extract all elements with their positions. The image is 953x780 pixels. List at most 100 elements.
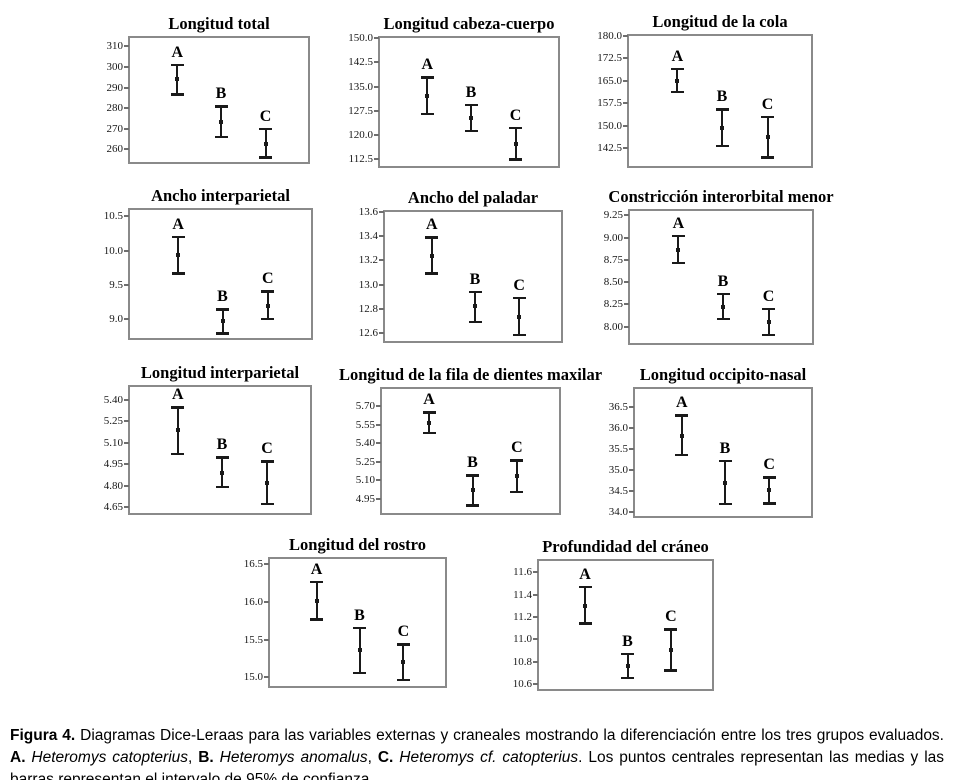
error-bar-cap-bottom	[171, 452, 185, 456]
y-tick-label: 13.2	[358, 254, 378, 267]
error-bar-cap-bottom	[215, 485, 229, 488]
y-tick-label: 9.5	[109, 278, 123, 291]
y-tick-mark	[624, 303, 629, 306]
y-tick-label: 4.65	[103, 501, 123, 513]
y-tick-label: 5.10	[103, 436, 123, 449]
plot-11: Profundidad del cráneo 11.6 11.4 11.2 11.0 10…	[513, 538, 714, 691]
error-bar-cap-bottom	[675, 453, 689, 457]
error-bar-cap-bottom	[214, 135, 228, 139]
y-tick-label: 165.0	[597, 74, 622, 87]
caption-segment: Heteromys anomalus	[219, 748, 368, 766]
caption-segment: ,	[367, 748, 378, 766]
group-label: A	[310, 560, 323, 578]
y-tick-label: 13.6	[358, 206, 378, 218]
y-tick-label: 16.5	[243, 558, 263, 571]
error-bar-cap-bottom	[664, 669, 678, 672]
y-tick-mark	[124, 506, 129, 508]
group-label: C	[762, 287, 775, 305]
y-tick-label: 35.0	[608, 464, 628, 477]
group-label: B	[215, 85, 227, 103]
y-tick-label: 10.0	[103, 244, 123, 257]
y-tick-label: 270	[106, 122, 124, 135]
error-bar-cap-top	[468, 290, 482, 294]
plot-5: Ancho del paladar 13.6 13.4 13.2 13.0 12.8 12.…	[359, 189, 563, 343]
caption-segment: A.	[10, 748, 26, 766]
error-bar-cap-bottom	[762, 333, 776, 337]
mean-marker	[668, 648, 673, 653]
error-bar-cap-bottom	[259, 156, 273, 159]
y-tick-mark	[379, 259, 384, 262]
mean-marker	[427, 421, 432, 426]
y-tick-mark	[124, 148, 129, 151]
error-bar-cap-bottom	[396, 678, 410, 682]
error-bar-cap-bottom	[578, 622, 592, 625]
error-bar-cap-bottom	[353, 671, 366, 675]
y-tick-mark	[623, 124, 628, 127]
group-label: C	[513, 276, 525, 294]
y-tick-mark	[629, 427, 634, 430]
group-label: B	[465, 83, 477, 101]
error-bar-cap-top	[396, 643, 410, 646]
plot-title: Longitud de la fila de dientes maxilar	[338, 365, 603, 384]
error-bar-cap-top	[171, 406, 185, 409]
y-tick-mark	[533, 638, 538, 641]
group-label: C	[259, 107, 272, 125]
error-bar-cap-top	[512, 296, 526, 300]
mean-marker	[765, 135, 770, 140]
y-tick-label: 290	[106, 81, 124, 94]
y-tick-label: 10.6	[512, 678, 532, 691]
error-bar-cap-bottom	[422, 431, 436, 435]
y-tick-label: 11.2	[513, 610, 532, 623]
error-bar-cap-top	[215, 456, 229, 459]
y-tick-mark	[629, 511, 634, 514]
error-bar-cap-top	[715, 108, 729, 111]
y-tick-mark	[376, 405, 381, 408]
error-bar-cap-top	[260, 460, 274, 463]
group-label: B	[469, 270, 481, 288]
mean-marker	[514, 474, 519, 479]
caption-segment: ,	[188, 748, 199, 766]
y-tick-mark	[124, 107, 129, 110]
error-bar-cap-bottom	[216, 332, 229, 335]
y-tick-label: 310	[106, 40, 124, 53]
group-label: C	[665, 608, 677, 626]
error-bar-cap-top	[214, 105, 228, 108]
error-bar-cap-top	[466, 474, 479, 477]
error-bar-cap-top	[664, 628, 678, 631]
plot-3: Longitud de la cola 180.0 172.5 165.0 157.5 1…	[597, 13, 813, 168]
y-tick-label: 8.75	[603, 253, 623, 266]
y-tick-label: 34.5	[608, 485, 628, 498]
group-label: C	[397, 623, 410, 641]
figure-caption: Figura 4. Diagramas Dice-Leraas para las…	[10, 725, 944, 780]
caption-segment: . Los puntos centrales representan las m…	[10, 748, 945, 780]
group-label: A	[676, 394, 688, 412]
y-tick-mark	[629, 406, 634, 409]
plot-7: Longitud interparietal 5.40 5.25 5.10 4.95 4.…	[104, 364, 312, 515]
plot-8: Longitud de la fila de dientes maxilar 5.…	[339, 366, 602, 515]
caption-segment: Heteromys cf. catopterius	[399, 748, 579, 766]
error-bar-cap-top	[761, 115, 775, 119]
y-tick-mark	[379, 211, 384, 213]
group-label: C	[511, 439, 523, 457]
y-tick-mark	[264, 676, 269, 679]
error-bar-cap-top	[716, 292, 730, 296]
y-tick-label: 260	[106, 143, 124, 156]
caption-segment: Heteromys catopterius	[31, 748, 189, 766]
error-bar-cap-bottom	[260, 502, 274, 506]
y-tick-mark	[376, 479, 381, 482]
plot-title: Longitud total	[168, 14, 270, 33]
error-bar-cap-bottom	[468, 320, 482, 324]
error-bar-cap-top	[762, 307, 776, 311]
plot-6: Constricción interorbital menor 9.25 9.00 8…	[604, 188, 834, 345]
y-tick-mark	[124, 318, 129, 321]
caption-segment: B.	[198, 748, 214, 766]
y-tick-label: 9.00	[603, 231, 623, 244]
group-label: C	[509, 106, 522, 124]
error-bar-cap-top	[464, 103, 478, 107]
group-label: B	[719, 439, 731, 457]
y-tick-label: 35.5	[608, 443, 628, 456]
mean-marker	[675, 78, 680, 83]
error-bar-cap-top	[510, 459, 524, 462]
plot-title: Constricción interorbital menor	[608, 187, 834, 206]
error-bar-cap-bottom	[170, 93, 184, 96]
